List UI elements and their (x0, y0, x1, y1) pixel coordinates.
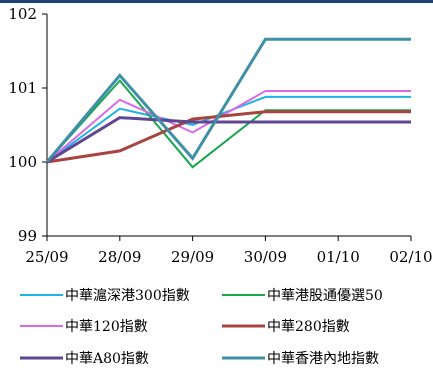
legend-label-2: 中華港股通優選50 (267, 288, 383, 304)
series-line-6 (45, 37, 411, 163)
y-tick-label: 102 (8, 5, 37, 23)
series-lines (45, 37, 411, 169)
legend: 中華滬深港300指數 中華港股通優選50 中華120指數 中華280指數中華A80指數… (20, 287, 383, 367)
series-line-5 (46, 116, 411, 164)
x-tick-label: 28/09 (98, 248, 141, 266)
y-tick-label: 100 (8, 153, 37, 171)
x-tick-label: 25/09 (25, 248, 68, 266)
legend-label-3: 中華120指數 (65, 319, 148, 335)
legend-label-1: 中華滬深港300指數 (65, 287, 190, 304)
x-tick-label: 02/10 (389, 248, 432, 266)
top-accent-bar (0, 0, 433, 3)
series-line-3 (46, 90, 411, 163)
x-ticks: 25/09 28/09 29/09 30/09 01/10 02/10 (25, 236, 433, 266)
legend-label-4: 中華280指數 (267, 319, 350, 335)
y-tick-label: 99 (18, 227, 37, 245)
chart-axes (46, 14, 411, 237)
x-tick-label: 01/10 (317, 248, 360, 266)
legend-label-5: 中華A80指數 (65, 351, 149, 367)
series-line-4 (46, 110, 411, 164)
x-tick-label: 29/09 (171, 248, 214, 266)
legend-label-6: 中華香港內地指數 (267, 351, 379, 367)
y-ticks: 99 100 101 102 (8, 5, 47, 245)
x-tick-label: 30/09 (244, 248, 287, 266)
y-tick-label: 101 (8, 79, 37, 97)
